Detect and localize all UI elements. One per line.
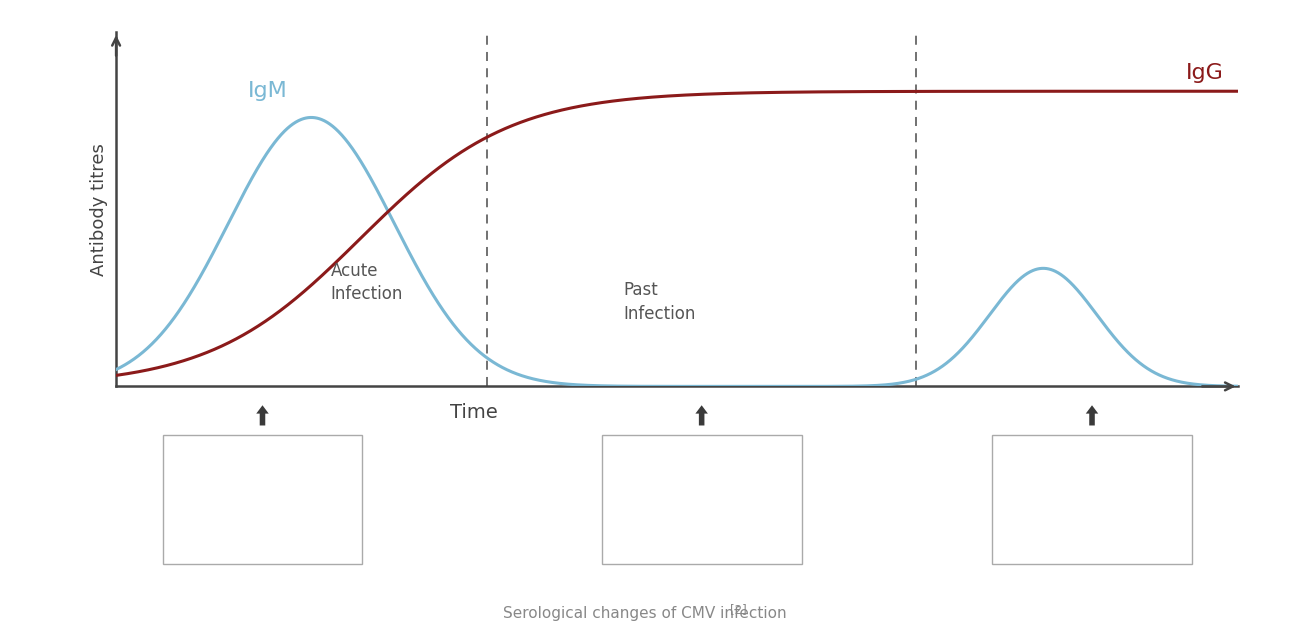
Text: IgG positive: IgG positive [215, 453, 310, 468]
Text: IgM positive: IgM positive [214, 485, 311, 500]
Text: IgG positive: IgG positive [1045, 453, 1139, 468]
Text: High Avidity: High Avidity [646, 522, 757, 538]
Text: IgG: IgG [1186, 63, 1224, 83]
Text: Time: Time [450, 402, 498, 422]
Text: [2]: [2] [730, 603, 746, 616]
Text: IgG positive: IgG positive [654, 453, 749, 468]
Text: IgM: IgM [248, 81, 288, 101]
Text: Low Avidity: Low Avidity [210, 522, 315, 538]
Text: High Avidity: High Avidity [1037, 522, 1147, 538]
Y-axis label: Antibody titres: Antibody titres [90, 143, 108, 276]
Text: Acute
Infection: Acute Infection [330, 261, 404, 303]
Text: IgM negative/positive: IgM negative/positive [615, 485, 788, 500]
Text: Past
Infection: Past Infection [623, 281, 695, 323]
Text: IgM positive: IgM positive [1044, 485, 1140, 500]
Text: Serological changes of CMV infection: Serological changes of CMV infection [503, 607, 787, 621]
